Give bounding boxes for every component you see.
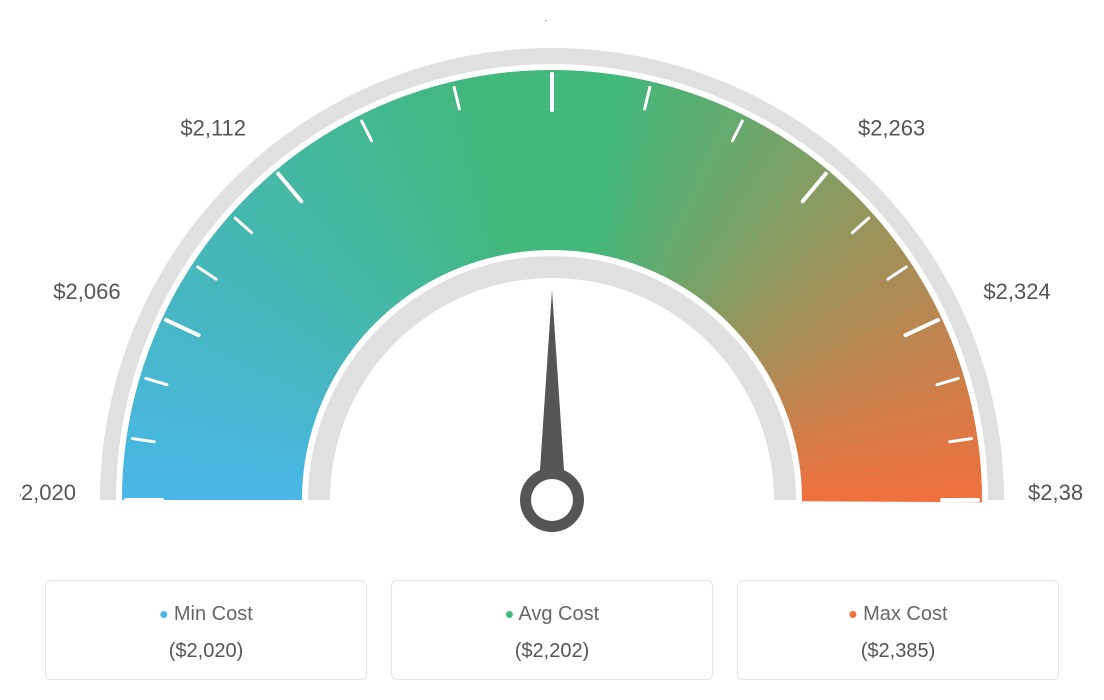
gauge-tick-label: $2,263 <box>858 115 925 140</box>
legend-value-min: ($2,020) <box>46 640 366 663</box>
cost-gauge-chart: $2,020 $2,066 $2,112 $2,202 $2,263 $2,324 $2,3… <box>20 20 1084 560</box>
legend: • Min Cost ($2,020) • Avg Cost ($2,202) … <box>45 580 1059 680</box>
legend-card-min: • Min Cost ($2,020) <box>45 580 367 680</box>
legend-label-min: • Min Cost <box>46 599 366 630</box>
legend-value-avg: ($2,202) <box>392 640 712 663</box>
legend-label-max: • Max Cost <box>738 599 1058 630</box>
gauge-tick-label: $2,324 <box>983 279 1050 304</box>
gauge-tick-label: $2,385 <box>1028 480 1084 505</box>
gauge-tick-label: $2,020 <box>20 480 76 505</box>
gauge-tick-label: $2,066 <box>53 279 120 304</box>
legend-value-max: ($2,385) <box>738 640 1058 663</box>
legend-card-max: • Max Cost ($2,385) <box>737 580 1059 680</box>
gauge-tick-label: $2,112 <box>180 115 246 140</box>
gauge-tick-label: $2,202 <box>518 20 585 23</box>
legend-card-avg: • Avg Cost ($2,202) <box>391 580 713 680</box>
legend-label-avg: • Avg Cost <box>392 599 712 630</box>
gauge-needle-hub-inner <box>531 479 573 521</box>
